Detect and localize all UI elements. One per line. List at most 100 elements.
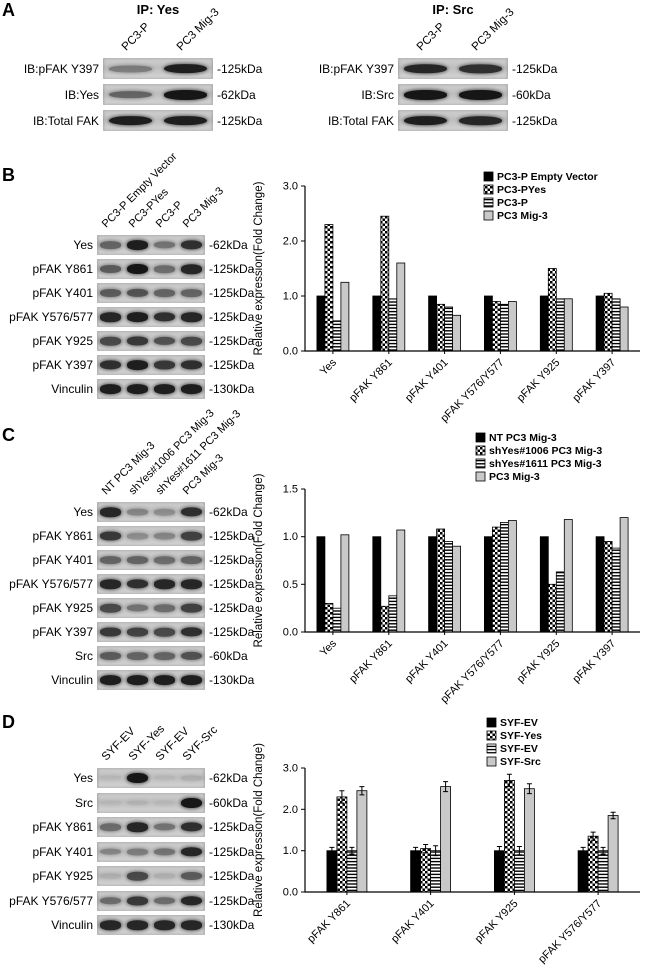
x-tick-label: Yes: [318, 356, 340, 378]
legend-label: SYF-EV: [500, 743, 538, 755]
molecular-weight-label: -125kDa: [209, 553, 255, 567]
bar: [436, 303, 446, 352]
molecular-weight-label: -60kDa: [512, 87, 551, 102]
error-bar: [329, 846, 335, 855]
molecular-weight-label: -60kDa: [209, 649, 248, 663]
bar: [452, 545, 462, 633]
protein-band: [100, 627, 122, 637]
protein-band: [127, 556, 149, 564]
panel-b: B PC3-P Empty Vector PC3-PYes PC3-P PC3 Mig…: [0, 151, 650, 425]
blot-strip: [97, 259, 205, 279]
blot-strip: [398, 110, 508, 131]
protein-band: [154, 360, 176, 370]
bar: [563, 298, 573, 352]
bar: [587, 835, 599, 893]
antibody-label: pFAK Y397: [32, 358, 94, 372]
bar: [499, 522, 509, 633]
panel-c: C NT PC3 Mig-3 shYes#1006 PC3 Mig-3 shYes#…: [0, 407, 650, 712]
antibody-label: Src: [75, 795, 93, 810]
blot-strip: [97, 574, 205, 594]
protein-band: [100, 873, 122, 879]
protein-band: [100, 531, 122, 541]
legend-swatch: [483, 184, 494, 195]
protein-band: [100, 265, 122, 273]
protein-band: [100, 799, 122, 806]
bar: [619, 306, 629, 352]
blot-strip: [97, 307, 205, 327]
antibody-label: pFAK Y576/577: [9, 310, 93, 324]
bar: [547, 268, 557, 352]
x-tick-label: pFAK Y401: [403, 357, 451, 405]
blot-strip: [398, 58, 508, 79]
legend-swatch: [486, 730, 497, 741]
bar: [428, 295, 438, 352]
molecular-weight-label: -130kDa: [209, 382, 255, 396]
molecular-weight-label: -125kDa: [209, 869, 255, 883]
protein-band: [127, 871, 149, 881]
protein-band: [154, 532, 176, 540]
molecular-weight-label: -125kDa: [209, 844, 255, 859]
lane-label: PC3 Mig-3: [180, 185, 226, 231]
legend-label: shYes#1006 PC3 Mig-3: [489, 445, 602, 457]
bar: [444, 541, 454, 633]
legend-swatch: [475, 458, 486, 469]
molecular-weight-label: -125kDa: [209, 334, 255, 348]
panel-d-blot: SYF-EV SYF-Yes SYF-EV SYF-Src Yes -62kDa Src -6…: [0, 712, 650, 968]
x-tick-label: pFAK Y861: [305, 898, 353, 946]
antibody-label: pFAK Y401: [32, 844, 94, 859]
x-tick-label: pFAK Y861: [347, 638, 395, 686]
y-tick-label: 1.5: [283, 484, 298, 496]
bar: [555, 571, 565, 633]
protein-band: [154, 652, 176, 660]
blot-strip: [97, 502, 205, 522]
bar: [452, 314, 462, 352]
protein-band: [127, 264, 149, 274]
protein-band: [404, 115, 447, 126]
legend-swatch: [475, 432, 486, 443]
bar: [436, 528, 446, 633]
blot-strip: [97, 355, 205, 375]
y-tick-label: 1.0: [283, 531, 298, 543]
x-tick-label: pFAK Y397: [571, 638, 619, 686]
antibody-label: pFAK Y397: [32, 625, 94, 639]
protein-band: [100, 289, 122, 297]
bar: [499, 303, 509, 352]
protein-band: [154, 896, 176, 905]
antibody-label: pFAK Y925: [32, 869, 94, 883]
protein-band: [127, 240, 149, 250]
protein-band: [164, 115, 207, 126]
protein-band: [181, 264, 203, 274]
antibody-label: pFAK Y925: [32, 334, 94, 348]
bar: [491, 301, 501, 352]
protein-band: [181, 920, 203, 930]
protein-band: [154, 265, 176, 273]
legend-swatch: [483, 197, 494, 208]
error-bar: [423, 844, 429, 854]
bar: [547, 583, 557, 633]
protein-band: [154, 675, 176, 685]
y-axis-label: Relative expression(Fold Change): [253, 473, 265, 647]
protein-band: [154, 604, 176, 612]
protein-band: [181, 240, 203, 250]
antibody-label: IB:Total FAK: [327, 113, 394, 128]
protein-band: [154, 873, 176, 879]
protein-band: [127, 288, 149, 298]
antibody-label: Yes: [73, 505, 93, 519]
protein-band: [181, 846, 203, 857]
protein-band: [127, 579, 149, 589]
molecular-weight-label: -125kDa: [209, 625, 255, 639]
legend-label: PC3 Mig-3: [489, 471, 540, 483]
legend-swatch: [483, 210, 494, 221]
protein-band: [100, 579, 122, 589]
molecular-weight-label: -60kDa: [209, 795, 248, 810]
x-tick-label: pFAK Y925: [515, 357, 563, 405]
antibody-label: Yes: [73, 238, 93, 252]
y-axis-label: Relative expression(Fold Change): [253, 181, 265, 355]
protein-band: [100, 336, 122, 346]
axes: [304, 186, 640, 352]
bar: [603, 292, 613, 352]
bar: [611, 547, 621, 633]
legend-swatch: [486, 743, 497, 754]
molecular-weight-label: -125kDa: [209, 893, 255, 908]
bar: [503, 780, 515, 893]
